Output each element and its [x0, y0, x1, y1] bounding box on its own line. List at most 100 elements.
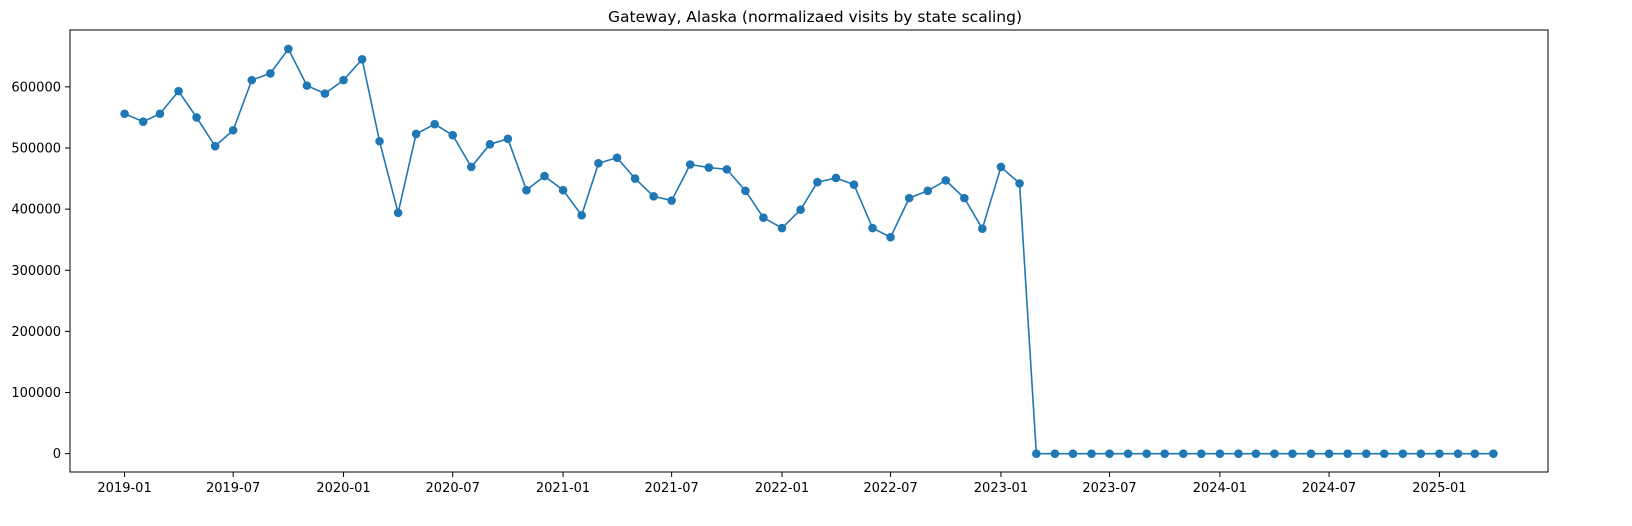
data-point	[1050, 449, 1060, 458]
data-point	[1196, 449, 1206, 458]
data-point	[155, 109, 165, 119]
data-point	[886, 232, 895, 242]
data-point	[1142, 449, 1152, 458]
data-point	[1123, 449, 1133, 458]
x-tick-label: 2024-07	[1302, 481, 1356, 496]
data-point	[1453, 449, 1463, 458]
x-tick-label: 2022-07	[863, 481, 917, 496]
data-point	[704, 163, 714, 172]
data-point	[1361, 449, 1371, 458]
data-point	[1435, 449, 1444, 458]
data-point	[1015, 179, 1024, 188]
series-line	[124, 48, 1494, 455]
data-point	[960, 193, 969, 203]
data-point	[266, 69, 275, 78]
data-point	[594, 158, 603, 168]
y-tick-label: 0	[53, 447, 61, 462]
data-point	[302, 81, 312, 90]
data-point	[1343, 449, 1352, 458]
data-point	[1398, 449, 1408, 458]
data-point	[868, 223, 877, 233]
data-point	[1087, 449, 1096, 458]
data-point	[796, 205, 805, 215]
data-point	[1288, 449, 1297, 458]
data-point	[1215, 449, 1225, 458]
x-tick-label: 2024-01	[1193, 481, 1247, 496]
x-tick-label: 2021-07	[644, 481, 698, 496]
data-point	[941, 176, 951, 185]
chart-title: Gateway, Alaska (normalizaed visits by s…	[608, 8, 1022, 26]
data-point	[192, 113, 201, 122]
y-tick-label: 600000	[11, 80, 61, 95]
x-tick-label: 2023-07	[1082, 481, 1136, 496]
y-tick-label: 400000	[11, 203, 61, 218]
x-tick-label: 2022-01	[755, 481, 809, 496]
plot-frame	[69, 29, 1549, 473]
data-point	[558, 185, 568, 195]
data-point	[1470, 449, 1480, 458]
data-point	[831, 173, 841, 183]
data-point	[174, 86, 183, 96]
x-tick-label: 2023-01	[974, 481, 1028, 496]
data-point	[1234, 449, 1243, 458]
x-tick-label: 2025-01	[1412, 481, 1466, 496]
data-point	[1251, 449, 1261, 458]
axes: 0 100000 200000 300000 400000 500000 600000 201…	[11, 80, 1466, 496]
data-point	[978, 224, 987, 233]
data-series	[120, 44, 1498, 458]
data-point	[777, 223, 787, 233]
data-point	[448, 130, 458, 140]
data-point	[996, 162, 1006, 172]
data-point	[741, 186, 750, 196]
data-point	[120, 109, 129, 119]
data-point	[522, 185, 531, 195]
data-point	[210, 141, 220, 151]
data-point	[813, 177, 822, 187]
data-point	[1105, 449, 1114, 458]
data-point	[284, 44, 293, 54]
data-point	[411, 129, 421, 139]
data-point	[612, 153, 622, 163]
y-tick-label: 300000	[11, 264, 61, 279]
data-point	[320, 89, 330, 98]
data-point	[1324, 449, 1334, 458]
data-point	[466, 162, 476, 172]
data-point	[1068, 449, 1078, 458]
data-point	[1306, 449, 1316, 458]
data-point	[630, 174, 640, 183]
data-point	[1379, 449, 1389, 458]
x-tick-label: 2020-01	[316, 481, 370, 496]
data-point	[357, 55, 367, 64]
data-point	[1489, 449, 1498, 458]
data-point	[485, 140, 495, 149]
y-tick-label: 100000	[11, 386, 61, 401]
y-tick-label: 500000	[11, 141, 61, 156]
data-point	[430, 119, 440, 129]
data-point	[577, 210, 586, 220]
data-point	[503, 134, 513, 144]
data-point	[247, 75, 257, 85]
data-point	[649, 191, 658, 201]
data-point	[393, 208, 403, 218]
data-point	[685, 160, 695, 169]
data-point	[138, 117, 148, 126]
data-point	[1160, 449, 1169, 458]
x-tick-label: 2019-01	[97, 481, 151, 496]
data-point	[540, 171, 549, 181]
data-point	[1416, 449, 1426, 458]
data-point	[849, 180, 859, 189]
x-tick-label: 2021-01	[536, 481, 590, 496]
data-point	[759, 213, 768, 222]
data-point	[1032, 449, 1041, 458]
data-point	[722, 165, 732, 174]
data-point	[1270, 449, 1279, 458]
data-point	[1179, 449, 1188, 458]
data-point	[923, 186, 933, 196]
x-tick-label: 2020-07	[426, 481, 480, 496]
data-point	[339, 75, 348, 85]
data-point	[667, 196, 676, 205]
x-tick-label: 2019-07	[206, 481, 260, 496]
y-tick-label: 200000	[11, 325, 61, 340]
data-point	[375, 136, 384, 146]
